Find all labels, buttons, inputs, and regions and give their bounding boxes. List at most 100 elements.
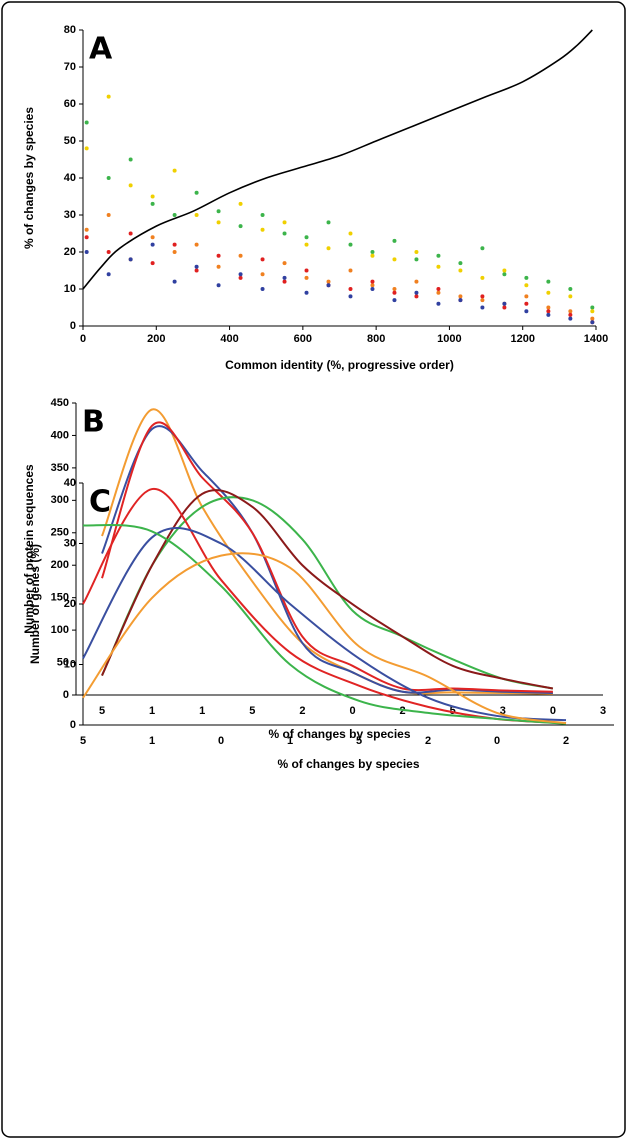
point <box>150 242 155 247</box>
point <box>436 253 441 258</box>
point <box>150 235 155 240</box>
point <box>546 305 551 310</box>
point <box>172 250 177 254</box>
y-axis-title: % of changes by species <box>22 107 36 249</box>
y-tick-label: 0 <box>70 320 76 332</box>
x-tick-label: 1000 <box>437 333 461 345</box>
series-line <box>101 421 553 693</box>
point <box>172 242 177 247</box>
point <box>546 279 551 284</box>
point <box>282 279 287 284</box>
x-tick-label: 1 <box>149 735 155 747</box>
point <box>392 290 397 295</box>
point <box>238 201 243 206</box>
point <box>370 283 375 288</box>
point <box>326 246 331 251</box>
point <box>568 294 573 299</box>
y-tick-label: 30 <box>64 209 76 221</box>
y-tick-label: 20 <box>64 246 76 258</box>
point <box>194 213 199 217</box>
point <box>348 242 353 247</box>
point <box>568 287 573 291</box>
point <box>458 298 463 303</box>
x-tick-label: 200 <box>147 333 165 345</box>
y-tick-label: 10 <box>64 658 76 670</box>
point <box>392 257 397 262</box>
panel-label: C <box>89 485 111 520</box>
point <box>238 275 243 280</box>
y-tick-label: 80 <box>64 24 76 36</box>
point <box>106 250 111 254</box>
point <box>84 146 89 151</box>
point <box>304 268 309 273</box>
x-tick-label: 5 <box>249 705 255 717</box>
y-tick-label: 0 <box>63 689 69 701</box>
point <box>480 298 485 303</box>
x-tick-label: 1200 <box>510 333 534 345</box>
x-tick-label: 1 <box>287 735 293 747</box>
point <box>436 290 441 295</box>
point <box>106 176 111 180</box>
point <box>348 287 353 291</box>
point <box>568 316 573 321</box>
x-tick-label: 0 <box>550 705 556 717</box>
point <box>392 238 397 243</box>
point <box>304 275 309 280</box>
y-tick-label: 250 <box>51 527 69 539</box>
point <box>282 231 287 236</box>
x-tick-label: 1400 <box>584 333 608 345</box>
point <box>106 94 111 99</box>
point <box>304 235 309 240</box>
point <box>414 294 419 299</box>
point <box>502 301 507 306</box>
point <box>150 201 155 206</box>
point <box>568 312 573 317</box>
point <box>480 294 485 299</box>
point <box>194 190 199 195</box>
x-tick-label: 0 <box>349 705 355 717</box>
y-axis-title: Number of genes (%) <box>28 544 42 664</box>
point <box>128 157 133 162</box>
point <box>436 301 441 306</box>
x-tick-label: 600 <box>294 333 312 345</box>
point <box>150 194 155 199</box>
x-tick-label: 5 <box>80 735 86 747</box>
point <box>436 264 441 269</box>
point <box>238 224 243 229</box>
panel-label: A <box>89 32 113 67</box>
x-axis-title: % of changes by species <box>277 757 419 771</box>
point <box>84 235 89 240</box>
x-tick-label: 2 <box>563 735 569 747</box>
point <box>348 231 353 236</box>
point <box>172 279 177 284</box>
point <box>458 294 463 299</box>
y-tick-label: 300 <box>51 494 69 506</box>
point <box>458 261 463 266</box>
point <box>370 287 375 291</box>
point <box>216 209 221 214</box>
series-line <box>101 489 554 690</box>
series-line <box>101 408 553 695</box>
point <box>84 120 89 125</box>
point <box>590 309 595 314</box>
point <box>216 253 221 258</box>
x-tick-label: 5 <box>356 735 362 747</box>
point <box>480 275 485 280</box>
y-tick-label: 10 <box>64 283 76 295</box>
point <box>524 294 529 299</box>
point <box>172 213 177 217</box>
y-tick-label: 60 <box>64 98 76 110</box>
x-tick-label: 1 <box>199 705 205 717</box>
point <box>238 272 243 277</box>
point <box>194 242 199 247</box>
point <box>348 294 353 299</box>
y-tick-label: 0 <box>70 719 76 731</box>
point <box>546 309 551 314</box>
x-tick-label: 5 <box>99 705 105 717</box>
point <box>282 275 287 280</box>
y-tick-label: 350 <box>51 462 69 474</box>
point <box>106 213 111 217</box>
x-tick-label: 0 <box>80 333 86 345</box>
point <box>150 261 155 266</box>
